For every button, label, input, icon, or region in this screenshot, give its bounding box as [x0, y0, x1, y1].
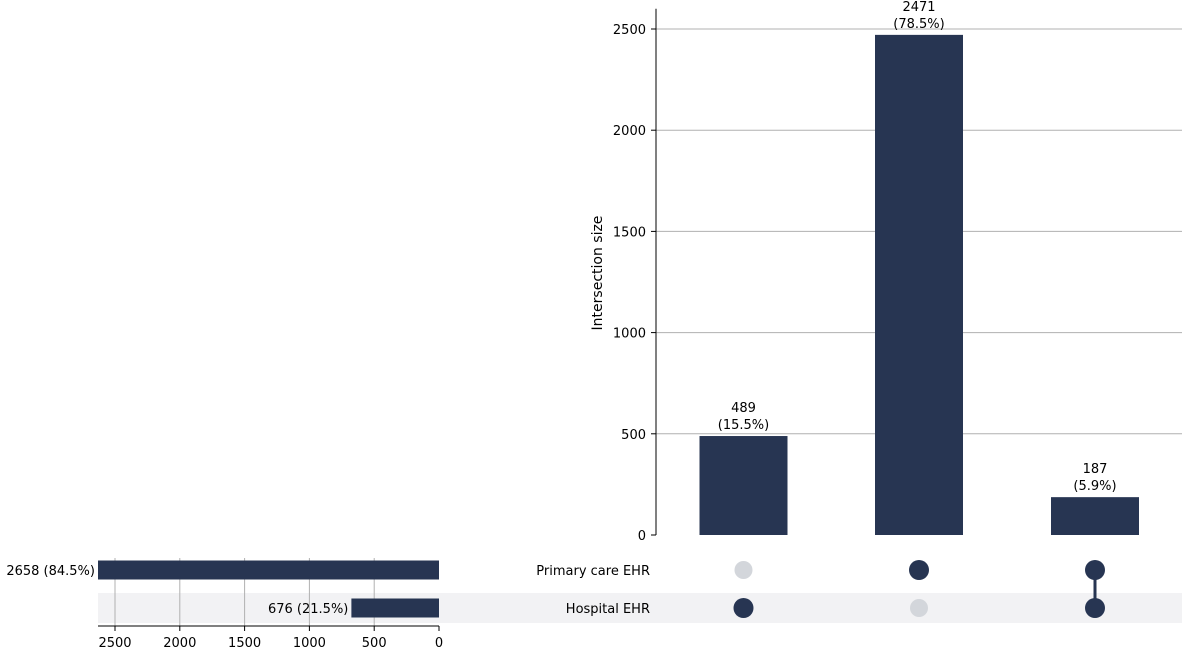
- y-tick-label: 1000: [613, 327, 646, 342]
- set-size-label: 2658 (84.5%): [6, 564, 95, 579]
- x-tick-label: 1500: [228, 636, 261, 650]
- set-name-label: Primary care EHR: [536, 564, 650, 579]
- bar-value-label: 187: [1083, 462, 1108, 477]
- intersection-axis-label: Intersection size: [590, 216, 606, 331]
- intersection-bar: [699, 436, 788, 535]
- bar-percent-label: (78.5%): [893, 17, 944, 32]
- set-names: Primary care EHR Hospital EHR: [536, 564, 650, 617]
- bar-value-label: 2471: [902, 0, 935, 15]
- y-tick-label: 0: [638, 529, 646, 544]
- intersection-bar: [1051, 497, 1139, 535]
- x-tick-label: 0: [435, 636, 443, 650]
- set-size-bar: [98, 560, 439, 580]
- matrix-dot-active: [1085, 598, 1105, 618]
- set-size-axis: 2500 2000 1500 1000 500 0: [98, 625, 443, 650]
- intersection-bar-labels: 489 (15.5%) 2471 (78.5%) 187 (5.9%): [718, 0, 1117, 494]
- bar-value-label: 489: [731, 401, 756, 416]
- y-tick-label: 1500: [613, 225, 646, 240]
- bar-percent-label: (15.5%): [718, 418, 769, 433]
- set-size-label: 676 (21.5%): [268, 602, 348, 617]
- matrix-dot-active: [1085, 560, 1105, 580]
- matrix-row-band: [98, 593, 1182, 623]
- intersection-bar: [875, 34, 963, 535]
- y-tick-label: 500: [621, 428, 646, 443]
- x-tick-label: 2500: [98, 636, 131, 650]
- intersection-bars: [699, 34, 1139, 535]
- x-tick-label: 500: [362, 636, 387, 650]
- y-tick-label: 2500: [613, 23, 646, 38]
- set-size-bar-labels: 2658 (84.5%) 676 (21.5%): [6, 564, 348, 617]
- bar-percent-label: (5.9%): [1073, 479, 1116, 494]
- matrix-dot-active: [909, 560, 929, 580]
- set-name-label: Hospital EHR: [566, 602, 650, 617]
- x-tick-label: 2000: [163, 636, 196, 650]
- x-tick-label: 1000: [293, 636, 326, 650]
- matrix-dot-inactive: [734, 561, 753, 579]
- intersection-axis: 0 500 1000 1500 2000 2500: [613, 8, 657, 544]
- matrix-row-bands: [98, 593, 1182, 623]
- set-size-bars: [98, 560, 439, 618]
- membership-matrix: [733, 560, 1105, 618]
- matrix-dot-inactive: [910, 599, 928, 617]
- matrix-dot-active: [733, 598, 754, 618]
- y-tick-label: 2000: [613, 124, 646, 139]
- set-size-bar: [351, 598, 439, 618]
